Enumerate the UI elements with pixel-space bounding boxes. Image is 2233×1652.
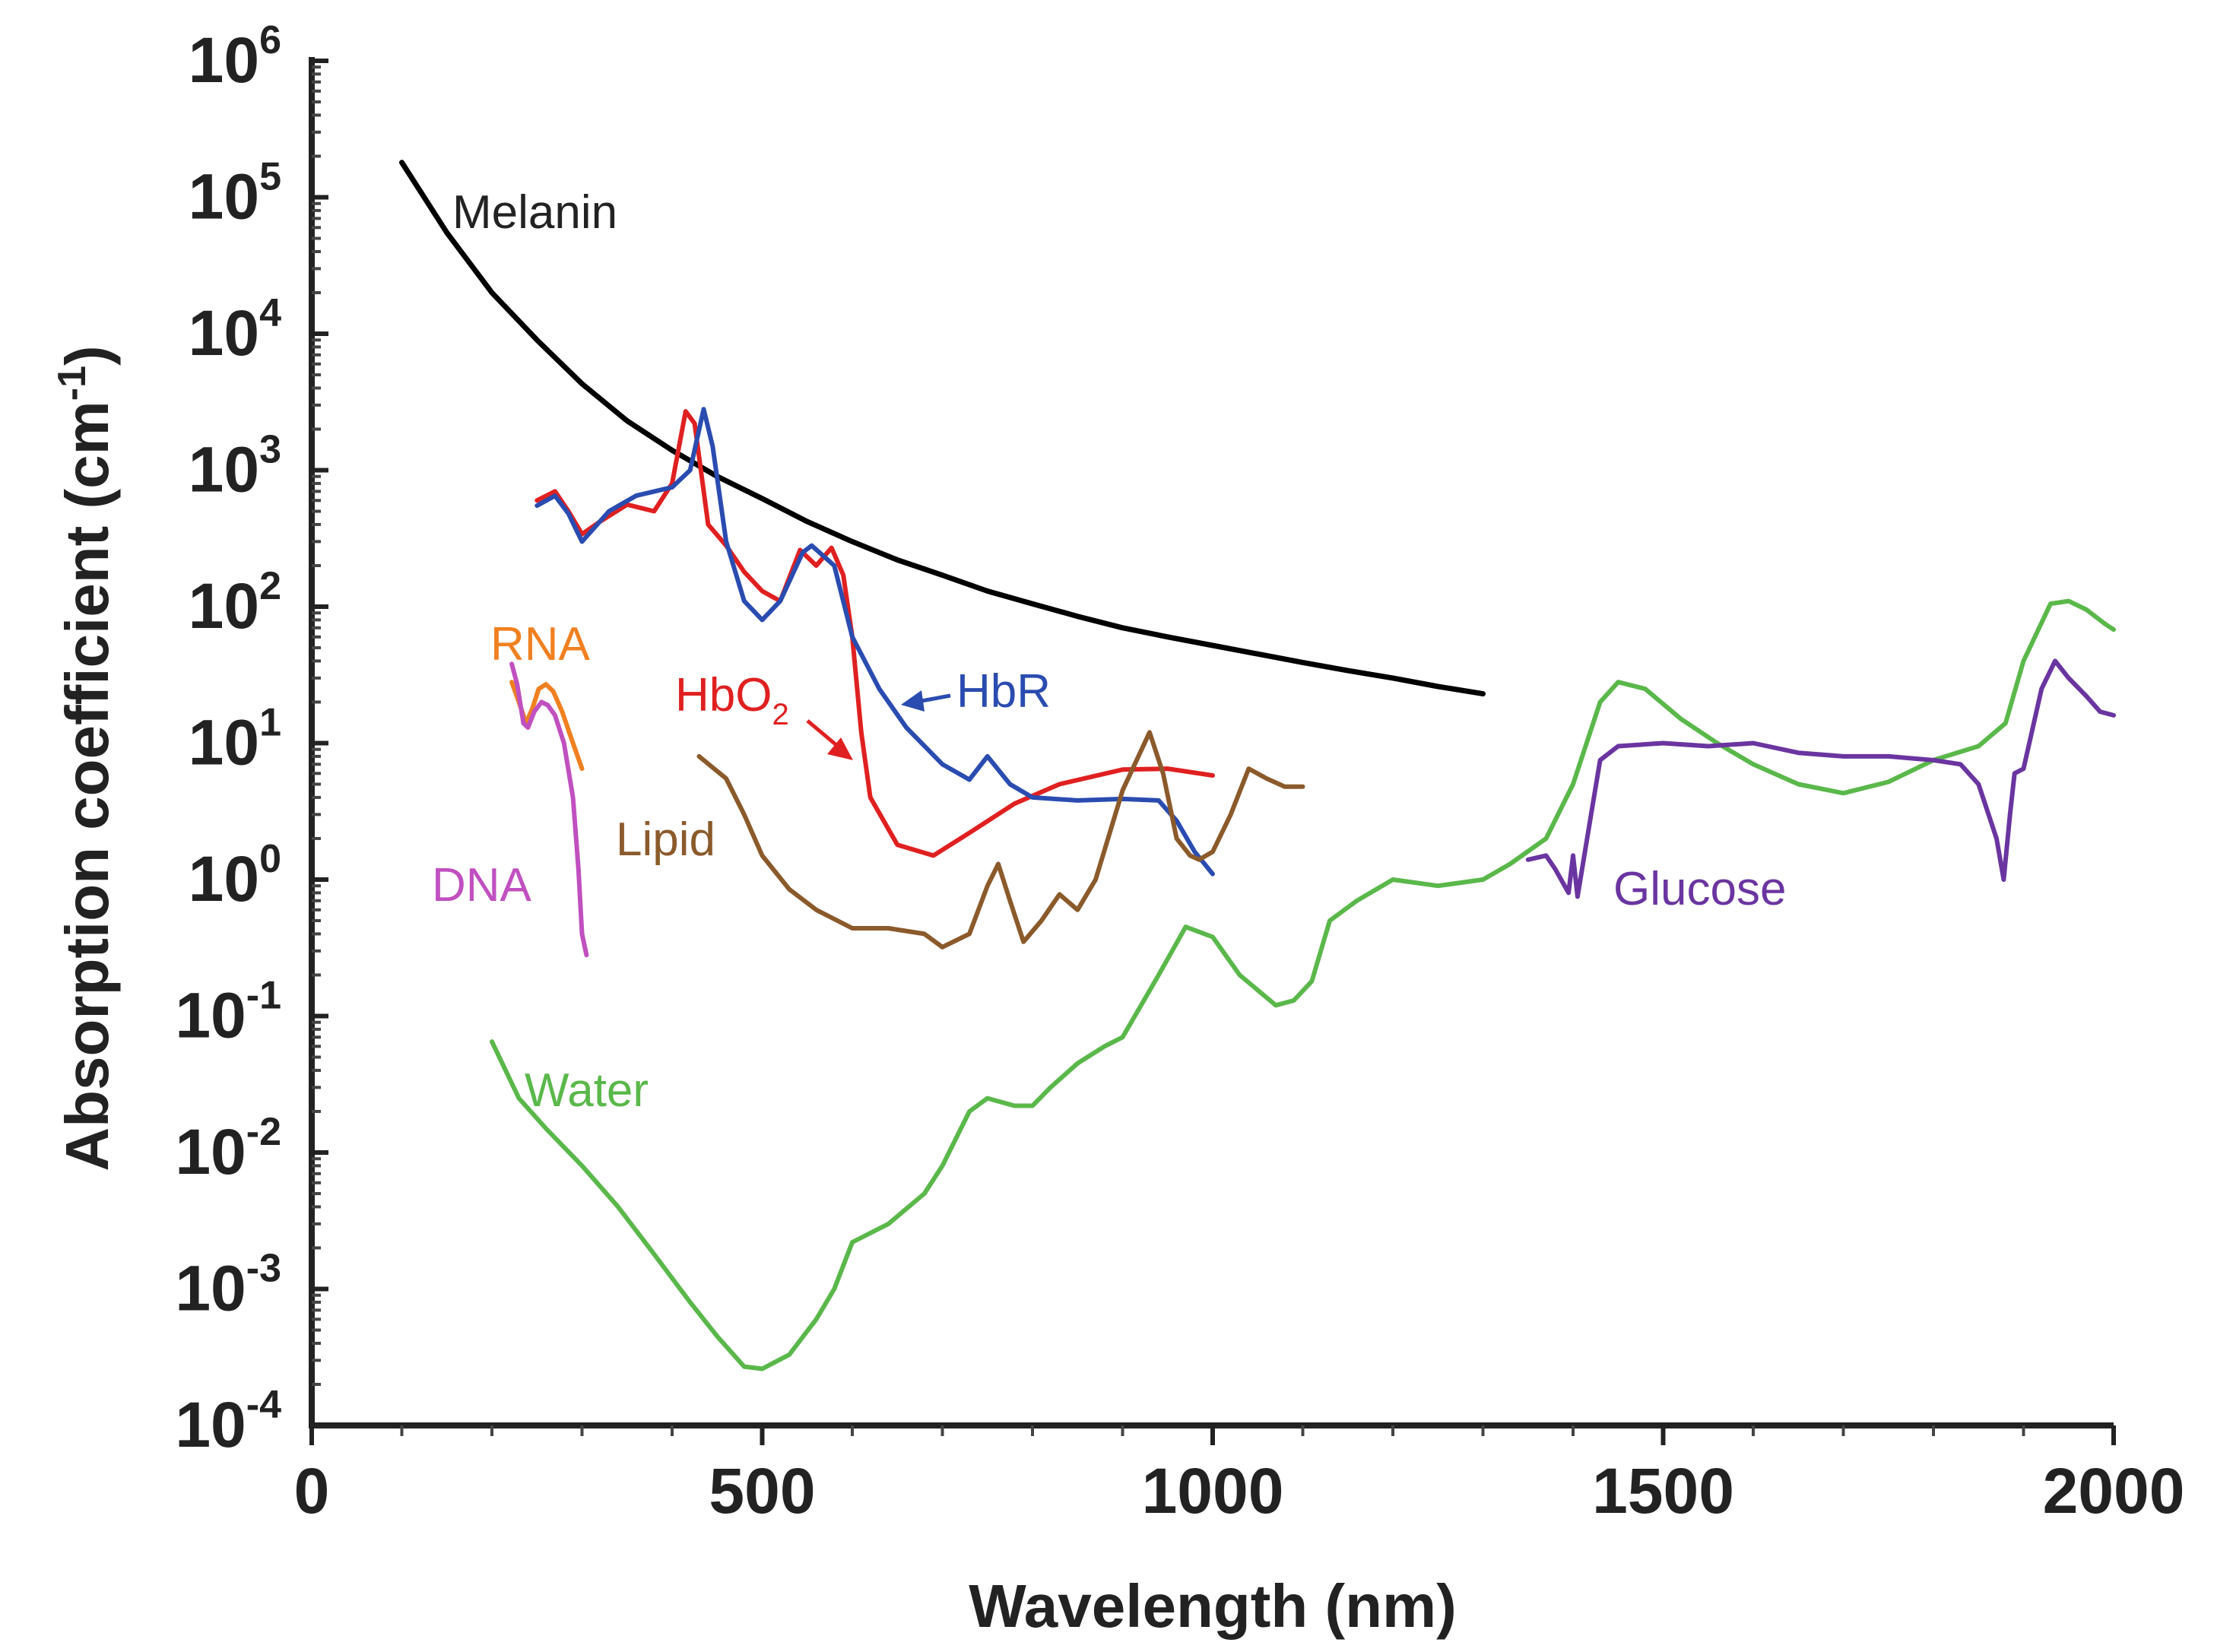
series-line-lipid (696, 730, 1305, 950)
annotation-arrows (806, 690, 951, 760)
series-label-text: HbR (956, 665, 1051, 718)
x-tick-label: 1000 (1142, 1455, 1284, 1527)
series-line-glucose (1525, 658, 2116, 899)
y-tick-label: 100 (189, 837, 281, 915)
y-tick-exponent: 3 (259, 428, 281, 472)
y-tick-label: 103 (189, 428, 281, 506)
y-tick-label: 10-4 (175, 1383, 281, 1460)
y-tick-label: 10-1 (175, 974, 281, 1051)
y-tick-exponent: 1 (259, 701, 281, 745)
y-axis-title-main: Absorption coefficient (cm (53, 401, 121, 1171)
series-line-hbo2 (534, 409, 1215, 858)
series-label-glucose: Glucose (1613, 863, 1786, 915)
y-tick-label: 104 (189, 291, 281, 369)
series-label-text: RNA (490, 618, 591, 671)
series-line-dna (509, 661, 589, 958)
y-tick-label: 105 (189, 155, 281, 233)
y-tick-exponent: 6 (259, 18, 281, 62)
y-tick-base: 10 (189, 570, 259, 642)
series-label-water: Water (525, 1064, 649, 1117)
series-label-subscript: 2 (772, 698, 788, 731)
y-axis-title: Absorption coefficient (cm-1) (50, 345, 121, 1171)
series-lines (399, 160, 2116, 1371)
x-tick-label: 500 (709, 1455, 815, 1527)
y-tick-base: 10 (189, 24, 259, 96)
y-tick-exponent: 5 (259, 155, 281, 199)
y-tick-base: 10 (175, 1116, 246, 1187)
hbr-arrow-shaft (921, 693, 951, 703)
y-tick-exponent: 2 (259, 564, 281, 608)
y-tick-exponent: -2 (246, 1110, 281, 1154)
y-tick-label: 106 (189, 18, 281, 96)
series-line-rna (509, 680, 585, 772)
series-label-text: DNA (432, 859, 532, 912)
y-tick-base: 10 (189, 297, 259, 369)
y-tick-base: 10 (175, 980, 246, 1051)
series-line-water (490, 598, 2116, 1371)
y-axis-title-close: ) (53, 345, 121, 366)
hbr-arrow-head (901, 690, 925, 712)
series-label-rna: RNA (490, 618, 591, 671)
series-line-melanin (399, 160, 1486, 697)
y-tick-exponent: -3 (246, 1247, 281, 1291)
y-axis-title-sup: -1 (50, 366, 94, 401)
y-tick-exponent: 4 (259, 291, 281, 335)
series-label-hbo: HbO2 (675, 669, 789, 731)
axes (309, 57, 2114, 1428)
x-tick-label: 2000 (2043, 1455, 2185, 1527)
y-tick-label: 10-2 (175, 1110, 281, 1187)
x-tick-label: 0 (294, 1455, 330, 1527)
series-label-hbr: HbR (956, 665, 1051, 718)
hbo2-arrow-head (827, 737, 853, 760)
y-tick-exponent: -1 (246, 974, 281, 1018)
hbo2-arrow-shaft (806, 719, 838, 747)
series-label-melanin: Melanin (452, 186, 617, 239)
series-label-text: Water (525, 1064, 649, 1117)
y-tick-label: 101 (189, 701, 281, 778)
series-label-dna: DNA (432, 859, 532, 912)
y-tick-base: 10 (175, 1253, 246, 1324)
y-tick-base: 10 (175, 1389, 246, 1460)
series-line-hbr (534, 407, 1215, 877)
y-tick-exponent: 0 (259, 837, 281, 881)
y-tick-base: 10 (189, 707, 259, 778)
series-label-text: Glucose (1613, 863, 1786, 915)
x-tick-label: 1500 (1592, 1455, 1734, 1527)
y-tick-exponent: -4 (246, 1383, 281, 1427)
y-tick-base: 10 (189, 843, 259, 915)
series-label-text: Lipid (616, 813, 715, 866)
y-tick-label: 102 (189, 564, 281, 642)
y-tick-base: 10 (189, 434, 259, 506)
series-label-text: Melanin (452, 186, 617, 239)
x-axis-title: Wavelength (nm) (969, 1572, 1456, 1640)
series-label-lipid: Lipid (616, 813, 715, 866)
y-tick-label: 10-3 (175, 1247, 281, 1324)
y-tick-base: 10 (189, 161, 259, 233)
series-label-text: HbO (675, 669, 772, 721)
